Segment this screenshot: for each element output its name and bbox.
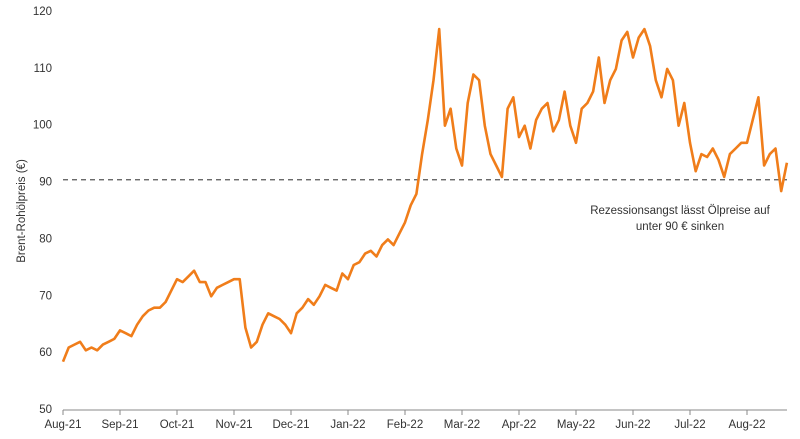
x-tick-label: Nov-21 bbox=[215, 419, 252, 431]
x-tick-label: May-22 bbox=[557, 419, 595, 431]
x-tick-label: Sep-21 bbox=[101, 419, 138, 431]
y-tick-label: 120 bbox=[33, 6, 52, 18]
x-tick-label: Aug-21 bbox=[44, 419, 81, 431]
y-tick-label: 80 bbox=[39, 233, 52, 245]
y-tick-label: 90 bbox=[39, 177, 52, 189]
x-tick-label: Apr-22 bbox=[502, 419, 537, 431]
price-line bbox=[61, 27, 789, 363]
x-tick-label: Jul-22 bbox=[674, 419, 705, 431]
annotation-line: Rezessionsangst lässt Ölpreise auf bbox=[590, 205, 770, 217]
x-tick-label: Feb-22 bbox=[387, 419, 423, 431]
x-tick-label: Mar-22 bbox=[444, 419, 480, 431]
y-tick-label: 100 bbox=[33, 120, 52, 132]
y-tick-label: 50 bbox=[39, 404, 52, 416]
y-tick-label: 70 bbox=[39, 290, 52, 302]
y-axis-label: Brent-Rohölpreis (€) bbox=[16, 159, 28, 263]
x-tick-label: Oct-21 bbox=[160, 419, 195, 431]
y-tick-label: 60 bbox=[39, 347, 52, 359]
x-tick-label: Jun-22 bbox=[615, 419, 650, 431]
x-tick-label: Dec-21 bbox=[272, 419, 309, 431]
annotation: Rezessionsangst lässt Ölpreise auf unter … bbox=[590, 205, 770, 233]
annotation-line: unter 90 € sinken bbox=[636, 221, 724, 233]
x-tick-label: Aug-22 bbox=[728, 419, 765, 431]
y-tick-label: 110 bbox=[34, 63, 52, 75]
x-tick-label: Jan-22 bbox=[330, 419, 365, 431]
